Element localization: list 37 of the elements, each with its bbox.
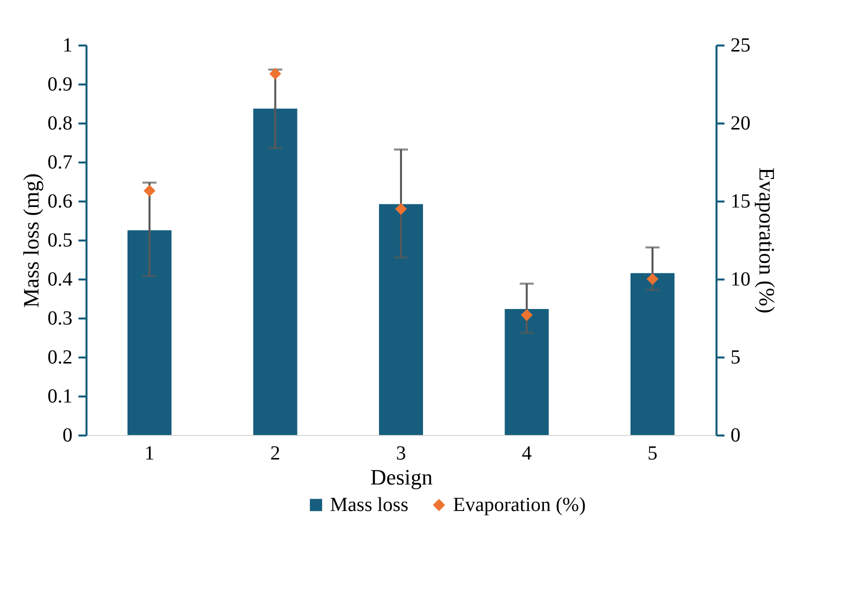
y-tick-label: 0.7 xyxy=(48,152,72,174)
point xyxy=(520,309,533,321)
y-tick-label: 0.2 xyxy=(48,346,72,368)
bar xyxy=(253,108,298,435)
y-tick-label: 0.6 xyxy=(48,190,72,212)
y2-tick-label: 25 xyxy=(730,34,750,56)
bar xyxy=(127,230,172,435)
y2-tick-label: 15 xyxy=(730,190,750,212)
x-tick-label: 2 xyxy=(270,442,280,464)
y-tick-label: 0.4 xyxy=(48,268,72,290)
point xyxy=(269,68,282,80)
y2-tick-label: 10 xyxy=(730,268,750,290)
point xyxy=(646,273,658,285)
y-tick-label: 0.5 xyxy=(48,230,72,252)
y-tick-label: 0.1 xyxy=(48,386,72,408)
bar xyxy=(504,309,549,435)
point xyxy=(144,184,156,197)
x-axis-title: Design xyxy=(370,464,433,490)
y2-tick-label: 0 xyxy=(730,424,740,446)
y-tick-label: 0.9 xyxy=(48,74,72,96)
y-tick-label: 1 xyxy=(62,34,72,56)
x-tick-label: 1 xyxy=(144,442,155,464)
y-tick-label: 0.3 xyxy=(48,308,72,330)
point xyxy=(395,203,407,215)
y2-axis-title: Evaporation (%) xyxy=(754,168,780,314)
x-tick-label: 4 xyxy=(522,442,532,464)
y2-tick-label: 20 xyxy=(730,112,750,134)
x-tick-label: 3 xyxy=(396,442,406,464)
y-tick-label: 0 xyxy=(62,424,72,446)
x-tick-label: 5 xyxy=(647,442,658,464)
bar xyxy=(378,204,424,435)
y-tick-label: 0.8 xyxy=(48,112,72,134)
bar xyxy=(630,273,675,435)
legend-label: Evaporation (%) xyxy=(453,494,586,516)
legend-label: Mass loss xyxy=(330,494,409,516)
y-axis-title: Mass loss (mg) xyxy=(18,173,44,308)
y2-tick-label: 5 xyxy=(730,346,740,368)
